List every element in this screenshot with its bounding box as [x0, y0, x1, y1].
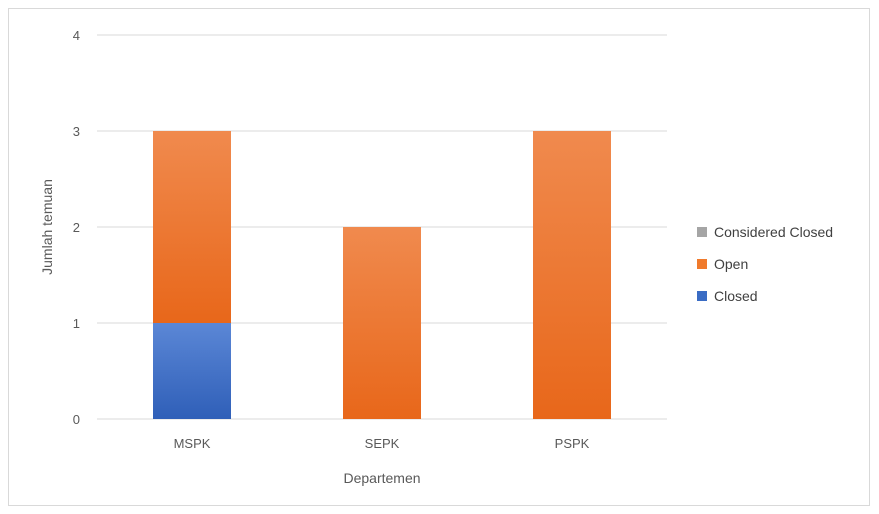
bar-closed-mspk — [153, 323, 231, 419]
legend-swatch-considered-closed — [697, 227, 707, 237]
bar-open-mspk — [153, 131, 231, 323]
legend-label: Closed — [714, 288, 758, 304]
y-axis-ticks: 0 1 2 3 4 — [73, 28, 80, 427]
y-tick-label: 0 — [73, 412, 80, 427]
y-tick-label: 2 — [73, 220, 80, 235]
y-axis-title: Jumlah temuan — [39, 179, 55, 275]
legend-swatch-open — [697, 259, 707, 269]
bar-open-pspk — [533, 131, 611, 419]
y-tick-label: 1 — [73, 316, 80, 331]
y-tick-label: 4 — [73, 28, 80, 43]
x-axis-title: Departemen — [343, 470, 420, 486]
legend-label: Considered Closed — [714, 224, 833, 240]
x-axis-ticks: MSPK SEPK PSPK — [174, 436, 590, 451]
bar-open-sepk — [343, 227, 421, 419]
x-tick-label: SEPK — [365, 436, 400, 451]
legend: Considered Closed Open Closed — [697, 224, 833, 304]
x-tick-label: MSPK — [174, 436, 211, 451]
y-tick-label: 3 — [73, 124, 80, 139]
legend-label: Open — [714, 256, 748, 272]
legend-swatch-closed — [697, 291, 707, 301]
chart-frame — [8, 8, 870, 506]
x-tick-label: PSPK — [555, 436, 590, 451]
bars — [153, 131, 611, 419]
